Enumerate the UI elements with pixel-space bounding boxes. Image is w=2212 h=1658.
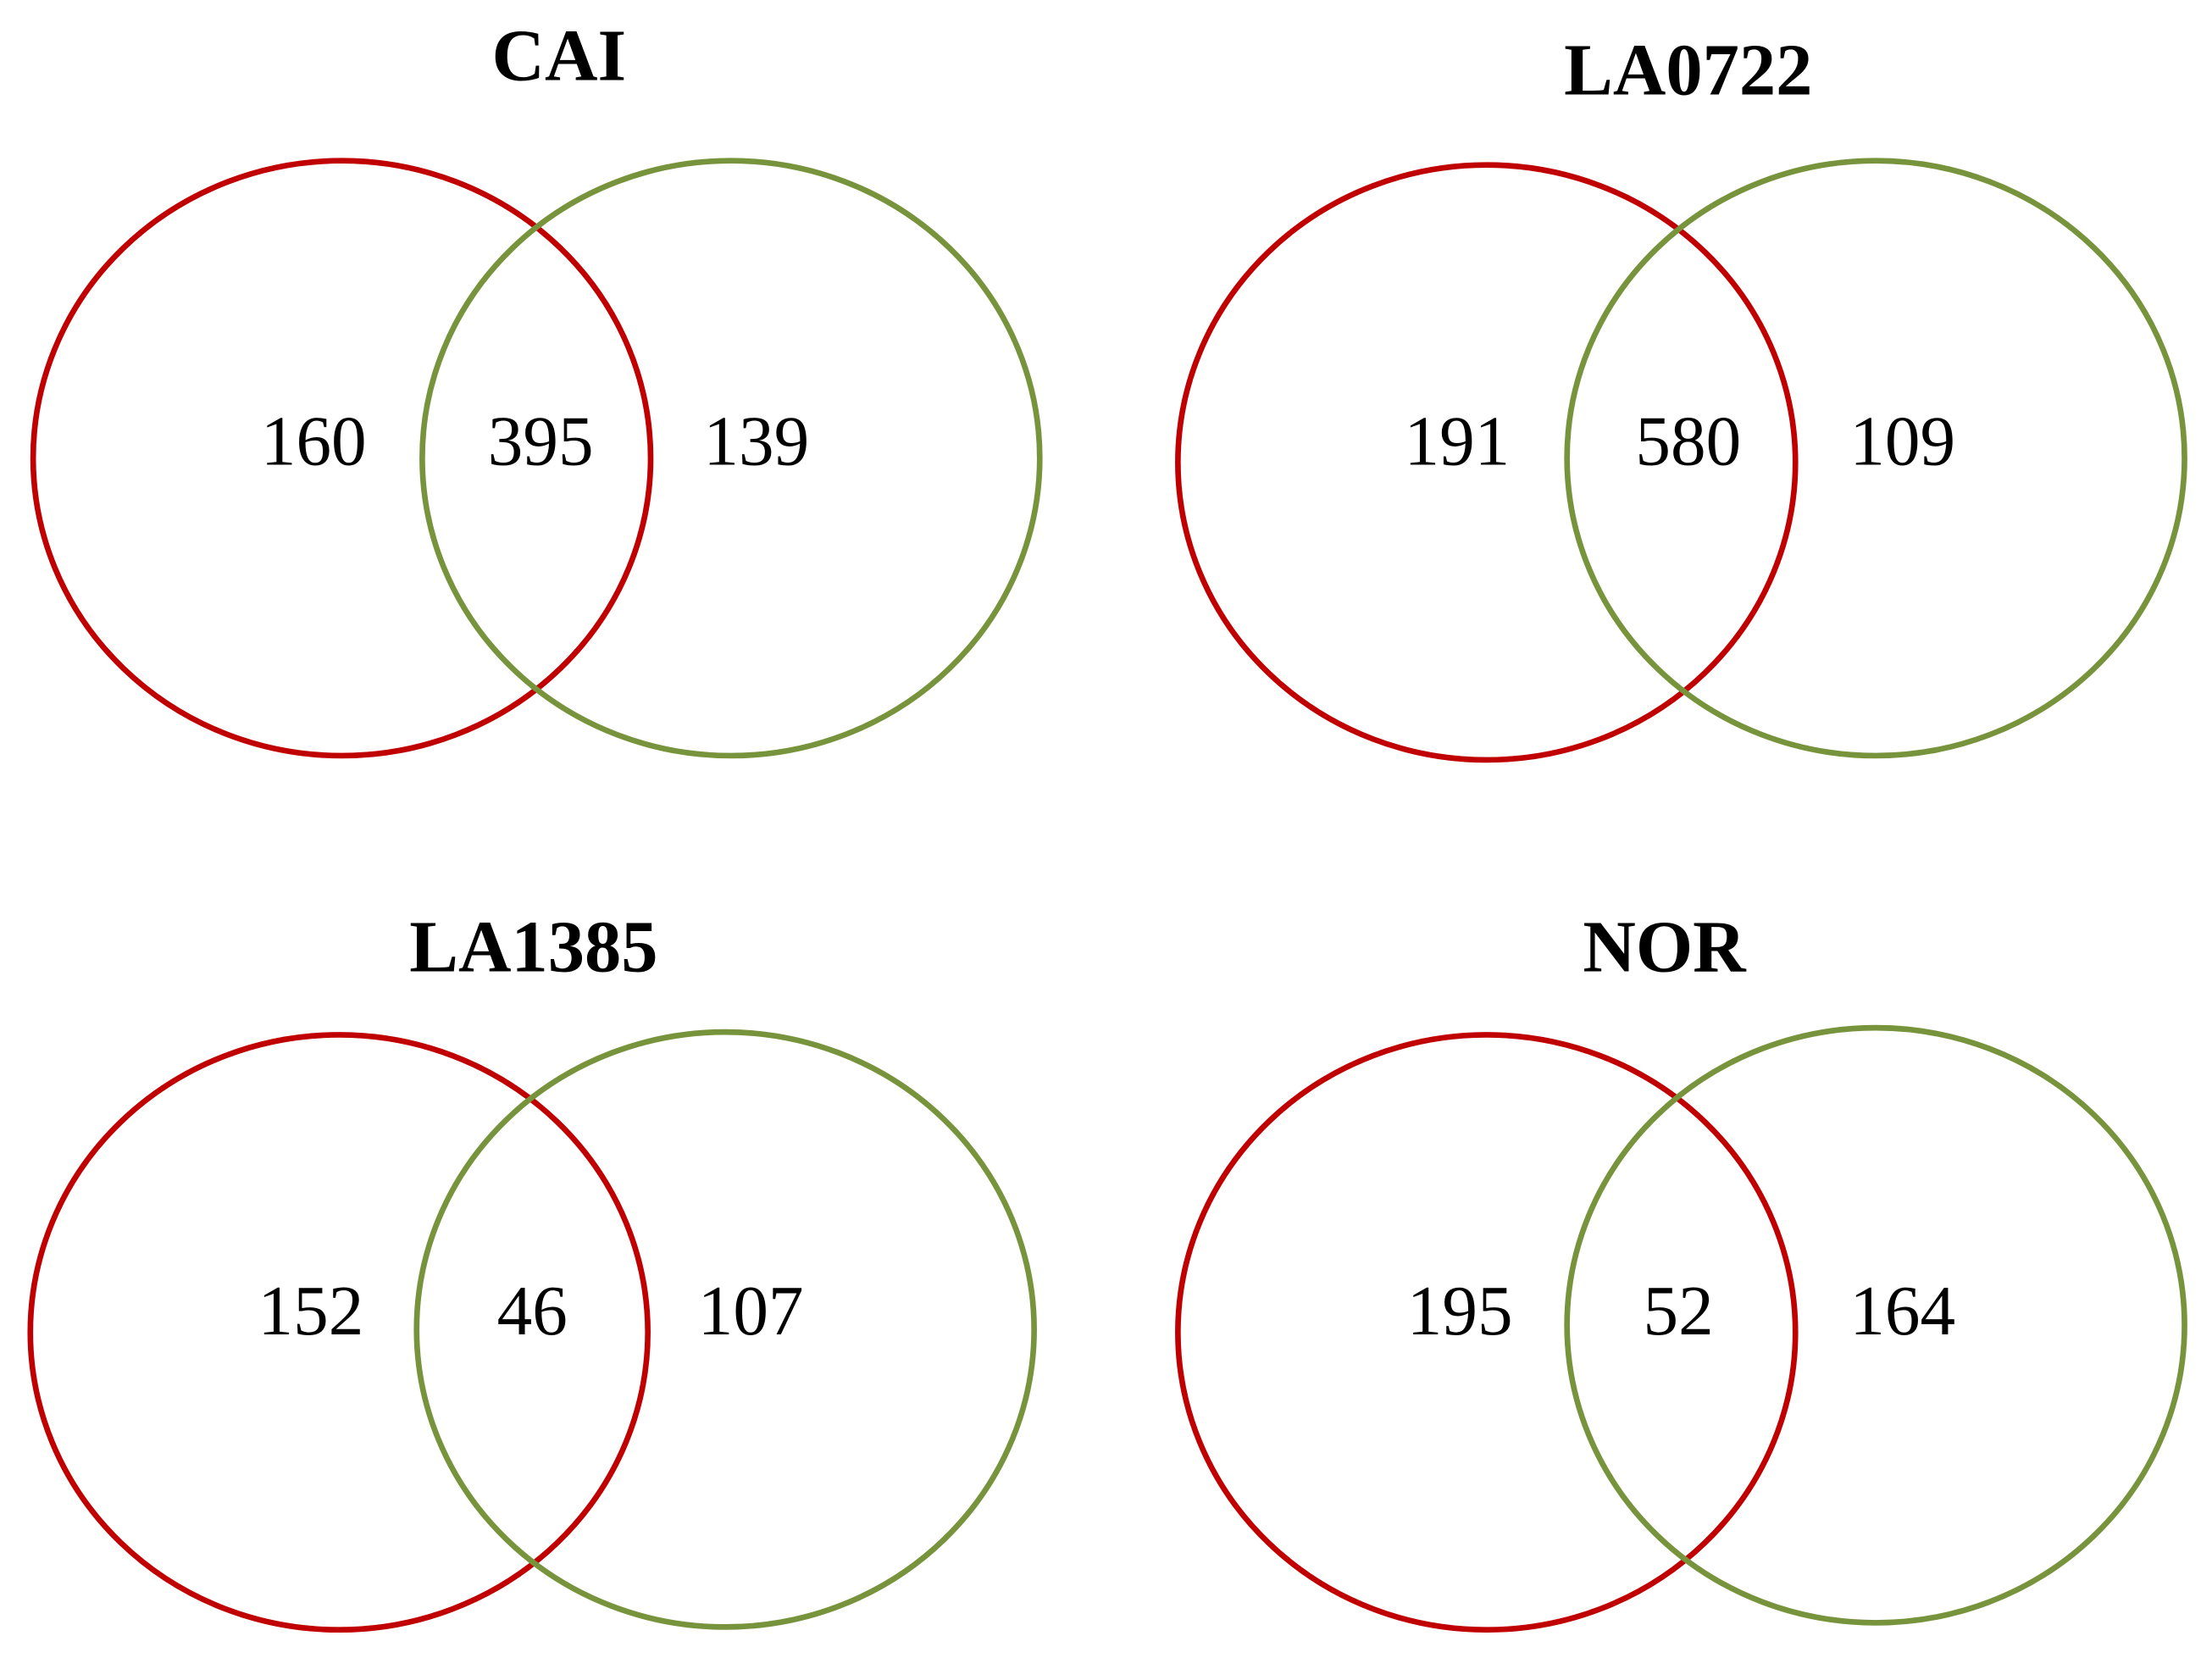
set-circle [27,1032,651,1633]
set-circle [30,158,654,759]
region-count: 395 [488,402,594,480]
set-circle [1564,1024,2187,1626]
region-count: 152 [258,1272,364,1350]
region-count: 195 [1407,1272,1513,1350]
set-circle [1564,158,2187,759]
region-count: 52 [1644,1272,1714,1350]
venn-title: CAI [492,15,627,97]
region-count: 107 [698,1272,804,1350]
region-count: 160 [261,402,367,480]
region-count: 109 [1849,402,1955,480]
set-circle [413,1029,1037,1630]
set-circle [1175,162,1799,763]
region-count: 191 [1404,402,1510,480]
region-count: 46 [497,1272,568,1350]
region-count: 580 [1635,402,1741,480]
region-count: 164 [1849,1272,1955,1350]
set-circle [419,158,1043,759]
venn-title: NOR [1583,906,1747,987]
region-count: 139 [703,402,809,480]
venn-title: LA0722 [1564,29,1812,110]
set-circle [1175,1032,1799,1633]
venn-title: LA1385 [409,906,657,987]
